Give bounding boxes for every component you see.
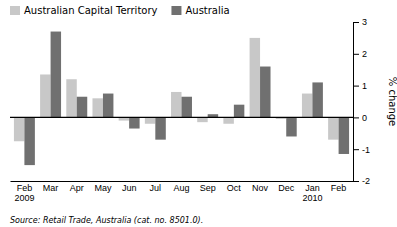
bar [260, 67, 270, 118]
bar [92, 98, 102, 117]
bar [223, 117, 233, 123]
x-tick: Apr [70, 181, 84, 193]
bar [286, 117, 296, 136]
y-tick: 2 [353, 49, 367, 59]
plot-area: Feb2009 Mar Apr May Jun Jul Aug Sep Oct Nov Dec Jan… [10, 17, 370, 203]
axis-line [11, 181, 354, 182]
bars [14, 32, 349, 166]
x-tick: May [94, 181, 112, 193]
x-tick: Jun [122, 181, 137, 193]
tick-label: Feb [331, 183, 347, 193]
bar-series [14, 38, 339, 141]
bar [171, 92, 181, 117]
x-tick: Dec [278, 181, 295, 193]
x-tick: Mar [43, 181, 59, 193]
tick-label: Mar [43, 183, 59, 193]
x-tick: Jan2010 [302, 181, 322, 203]
tick-label: 1 [362, 81, 367, 91]
tick-label: Feb2009 [14, 183, 34, 203]
x-tick: Aug [173, 181, 189, 193]
legend-swatch [171, 6, 181, 15]
bar [328, 117, 338, 139]
bar-series [24, 32, 349, 166]
x-tick: Feb [331, 181, 347, 193]
tick-label: May [94, 183, 112, 193]
tick-label: Sep [200, 183, 216, 193]
tick-label: Jul [150, 183, 162, 193]
bar [302, 94, 312, 118]
tick-label: Aug [173, 183, 189, 193]
tick-label: 2 [362, 49, 367, 59]
x-tick: Oct [227, 181, 242, 193]
tick-label: -1 [362, 145, 370, 155]
bar [40, 74, 50, 117]
legend-item: Australia [171, 5, 229, 16]
bar [145, 117, 155, 123]
x-tick: Feb2009 [14, 181, 34, 203]
x-tick: Jul [150, 181, 162, 193]
bar [103, 94, 113, 118]
tick-label: -2 [362, 176, 370, 186]
y-axis-title: % change [387, 77, 397, 126]
tick-mark [353, 86, 359, 87]
tick-mark [353, 22, 359, 23]
bar [182, 97, 192, 118]
y-axis: -2 -1 0 1 2 3 [353, 17, 370, 186]
tick-label: 0 [362, 113, 367, 123]
bar [77, 97, 87, 118]
bar [24, 117, 34, 165]
zero-line [10, 117, 353, 118]
tick-mark [353, 117, 359, 118]
bar [234, 105, 244, 118]
legend-swatch [10, 6, 20, 15]
legend-label: Australia [185, 5, 229, 16]
legend-label: Australian Capital Territory [24, 5, 158, 16]
bar [66, 79, 76, 117]
axis-line [354, 23, 360, 182]
y-tick: 3 [353, 17, 367, 27]
x-tick: Sep [200, 181, 216, 193]
tick-label: 3 [362, 17, 367, 27]
x-tick: Nov [252, 181, 269, 193]
y-tick: -1 [353, 145, 370, 155]
tick-mark [353, 181, 359, 182]
y-tick: 0 [353, 113, 367, 123]
y-tick: 1 [353, 81, 367, 91]
bar [51, 32, 61, 118]
tick-mark [353, 149, 359, 150]
x-axis: Feb2009 Mar Apr May Jun Jul Aug Sep Oct Nov Dec Jan… [11, 181, 354, 203]
bar [197, 117, 207, 122]
tick-label: Jun [122, 183, 137, 193]
tick-label: Oct [227, 183, 242, 193]
tick-label: Dec [278, 183, 295, 193]
bar [312, 82, 322, 117]
legend: Australian Capital Territory Australia [10, 5, 230, 16]
tick-label: Nov [252, 183, 269, 193]
annotation: Source: Retail Trade, Australia (cat. no… [10, 216, 203, 225]
tick-label: Apr [70, 183, 84, 193]
bar [339, 117, 349, 154]
y-tick: -2 [353, 176, 370, 186]
bar [250, 38, 260, 118]
bar [129, 117, 139, 128]
bar [14, 117, 24, 141]
legend-item: Australian Capital Territory [10, 5, 158, 16]
chart: Feb2009 Mar Apr May Jun Jul Aug Sep Oct Nov Dec Jan… [0, 0, 397, 227]
tick-label: Jan2010 [302, 183, 322, 203]
bar [155, 117, 165, 139]
tick-mark [353, 54, 359, 55]
